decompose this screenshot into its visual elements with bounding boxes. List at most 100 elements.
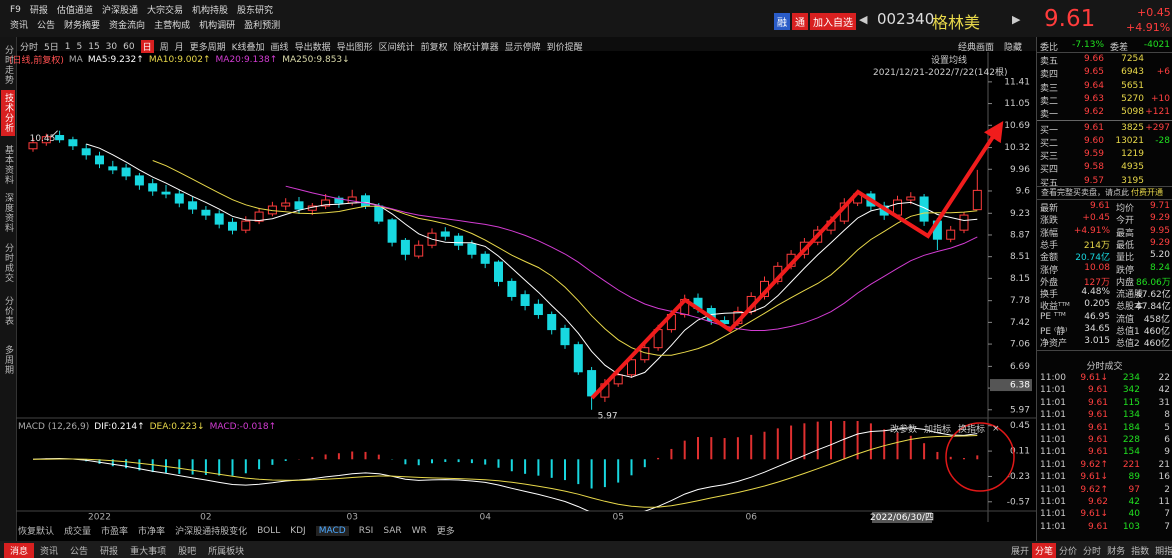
book-price: 9.60 bbox=[1083, 135, 1104, 146]
divider bbox=[1037, 186, 1172, 187]
side-tab[interactable]: 分时走势 bbox=[3, 45, 13, 85]
connect-tag[interactable]: 通 bbox=[792, 13, 808, 30]
toolbar-item[interactable]: 1 bbox=[64, 41, 71, 52]
toolbar-item[interactable]: 导出数据 bbox=[294, 43, 331, 53]
bottom-tab[interactable]: 公告 bbox=[70, 547, 89, 557]
indicator-tab[interactable]: 市盈率 bbox=[101, 527, 129, 537]
toolbar-item[interactable]: 月 bbox=[174, 43, 184, 53]
toolbar-item[interactable]: 60 bbox=[123, 41, 135, 52]
bottom-tab[interactable]: 股吧 bbox=[178, 547, 197, 557]
toolbar-item[interactable]: 显示停牌 bbox=[504, 43, 541, 53]
legend-ma: MA bbox=[68, 54, 83, 65]
side-tab[interactable]: 技术分析 bbox=[1, 90, 15, 136]
indicator-tab[interactable]: 成交量 bbox=[64, 527, 92, 537]
candle-body bbox=[573, 344, 583, 373]
menu-item[interactable]: 研报 bbox=[29, 6, 48, 16]
indicator-tab[interactable]: 恢复默认 bbox=[18, 527, 55, 537]
bottom-tab[interactable]: 分时 bbox=[1083, 547, 1102, 557]
trade-count: 16 bbox=[1158, 472, 1170, 483]
menu-item[interactable]: 主营构成 bbox=[154, 21, 191, 31]
trade-count: 5 bbox=[1164, 422, 1170, 433]
side-tab[interactable]: 分价表 bbox=[3, 296, 13, 326]
indicator-tab[interactable]: BOLL bbox=[257, 525, 281, 536]
macd-line bbox=[32, 427, 978, 511]
bottom-tab[interactable]: 期指 bbox=[1155, 547, 1172, 557]
menu-item[interactable]: 财务摘要 bbox=[64, 21, 101, 31]
candle-body bbox=[480, 253, 490, 264]
toolbar-item[interactable]: 分时 bbox=[20, 43, 39, 53]
menu-item[interactable]: 盈利预测 bbox=[244, 21, 281, 31]
indicator-tab[interactable]: WR bbox=[411, 525, 427, 536]
toolbar-item[interactable]: 隐藏 bbox=[1004, 43, 1023, 53]
bottom-tab[interactable]: 分笔 bbox=[1032, 543, 1057, 558]
indicator-tab[interactable]: 市净率 bbox=[138, 527, 166, 537]
toolbar-item[interactable]: 周 bbox=[159, 43, 169, 53]
ma-settings[interactable]: 设置均线 bbox=[931, 56, 968, 66]
bottom-tab[interactable]: 研报 bbox=[100, 547, 119, 557]
margin-tag[interactable]: 融 bbox=[774, 13, 790, 30]
next-stock[interactable]: ▶ bbox=[1012, 13, 1021, 26]
toolbar-right: 经典画面 隐藏 bbox=[958, 40, 1022, 53]
bottom-tab[interactable]: 展开 bbox=[1011, 547, 1030, 557]
indicator-tab[interactable]: RSI bbox=[358, 525, 374, 536]
bottom-tab[interactable]: 资讯 bbox=[40, 547, 59, 557]
side-tab[interactable]: 分时成交 bbox=[3, 243, 13, 283]
toolbar-item[interactable]: 日 bbox=[140, 40, 154, 53]
prev-stock[interactable]: ◀ bbox=[859, 13, 868, 26]
toolbar-item[interactable]: 15 bbox=[88, 41, 100, 52]
side-tab[interactable]: 多周期 bbox=[3, 345, 13, 375]
bottom-tab[interactable]: 指数 bbox=[1131, 547, 1150, 557]
bottom-tab[interactable]: 重大事项 bbox=[130, 547, 167, 557]
indicator-tab[interactable]: 更多 bbox=[436, 527, 455, 537]
trade-time: 11:01 bbox=[1040, 472, 1066, 483]
toolbar-item[interactable]: 经典画面 bbox=[958, 43, 995, 53]
toolbar-item[interactable]: 30 bbox=[105, 41, 118, 52]
toolbar-item[interactable]: 5 bbox=[76, 41, 83, 52]
indicator-tab[interactable]: SAR bbox=[383, 525, 402, 536]
book-label: 卖二 bbox=[1040, 96, 1059, 107]
macd-button[interactable]: 加指标 bbox=[924, 425, 952, 435]
indicator-tab[interactable]: MACD bbox=[315, 525, 349, 536]
toolbar-item[interactable]: 更多周期 bbox=[189, 43, 226, 53]
side-tab[interactable]: 基本资料 bbox=[3, 145, 13, 185]
toolbar-item[interactable]: 到价提醒 bbox=[546, 43, 583, 53]
toolbar-item[interactable]: K线叠加 bbox=[231, 43, 265, 53]
side-tab[interactable]: 深度资料 bbox=[3, 193, 13, 233]
indicator-tab[interactable]: 沪深股通持股变化 bbox=[175, 527, 248, 537]
bottom-tab[interactable]: 所属板块 bbox=[208, 547, 245, 557]
trade-count: 2 bbox=[1164, 484, 1170, 495]
bottom-tab[interactable]: 财务 bbox=[1107, 547, 1126, 557]
bottom-tab[interactable]: 消息 bbox=[4, 543, 35, 558]
toolbar-item[interactable]: 导出图形 bbox=[336, 43, 373, 53]
menu-item[interactable]: 机构调研 bbox=[199, 21, 236, 31]
toolbar-item[interactable]: 画线 bbox=[270, 43, 289, 53]
toolbar-item[interactable]: 除权计算器 bbox=[453, 43, 499, 53]
menu-item[interactable]: 资讯 bbox=[10, 21, 29, 31]
menu-item[interactable]: 大宗交易 bbox=[146, 6, 183, 16]
menu-item[interactable]: F9 bbox=[10, 4, 21, 15]
stat-label: 最新 bbox=[1040, 204, 1059, 214]
stat-label: 总值2 bbox=[1116, 339, 1140, 350]
menu-item[interactable]: 沪深股通 bbox=[101, 6, 138, 16]
book-label: 买三 bbox=[1040, 152, 1059, 163]
legend-period: (日线,前复权) bbox=[9, 56, 64, 66]
menu-item[interactable]: 股东研究 bbox=[236, 6, 273, 16]
toolbar-item[interactable]: 前复权 bbox=[420, 43, 448, 53]
candle-body bbox=[454, 235, 464, 246]
bottom-tab[interactable]: 分价 bbox=[1059, 547, 1078, 557]
add-watch[interactable]: 加入自选 bbox=[810, 13, 856, 30]
trade-volume: 184 bbox=[1122, 422, 1140, 433]
menu-item[interactable]: 资金流向 bbox=[109, 21, 146, 31]
toolbar-item[interactable]: 5日 bbox=[44, 43, 59, 53]
menu-item[interactable]: 机构持股 bbox=[191, 6, 228, 16]
notice-link[interactable]: 付费开通 bbox=[1131, 188, 1163, 197]
menu-item[interactable]: 估值通道 bbox=[56, 6, 93, 16]
toolbar-item[interactable]: 区间统计 bbox=[378, 43, 415, 53]
toolbar: 分时 5日 1 5 15 30 60 日周月更多周期 K线叠加 画线 导出数据 导出图形 区间统计 前复权… bbox=[20, 40, 583, 53]
menu-item[interactable]: 公告 bbox=[37, 21, 56, 31]
macd-button[interactable]: 改参数 bbox=[890, 425, 918, 435]
stat-value: 460亿 bbox=[1143, 339, 1170, 350]
indicator-tab[interactable]: KDJ bbox=[290, 525, 306, 536]
macd-button[interactable]: × bbox=[992, 423, 1000, 434]
macd-button[interactable]: 换指标 bbox=[958, 425, 986, 435]
